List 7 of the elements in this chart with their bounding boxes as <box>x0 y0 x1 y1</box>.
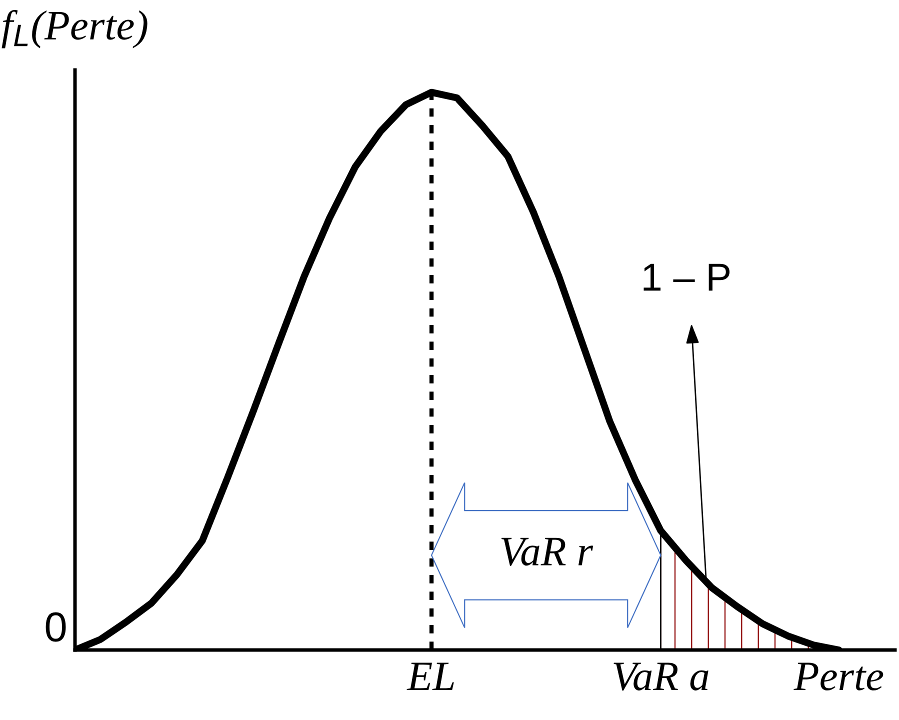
annotation: 1 – P <box>644 264 730 291</box>
x-tick-label: EL <box>406 662 454 690</box>
annotation: VaR r <box>501 538 594 566</box>
x-tick-label: VaR a <box>614 662 708 691</box>
annotation: 0 <box>46 612 66 642</box>
y-axis-title: f$_{L}$(Perte) <box>2 10 148 48</box>
x-tick-label: Perte <box>794 662 884 690</box>
